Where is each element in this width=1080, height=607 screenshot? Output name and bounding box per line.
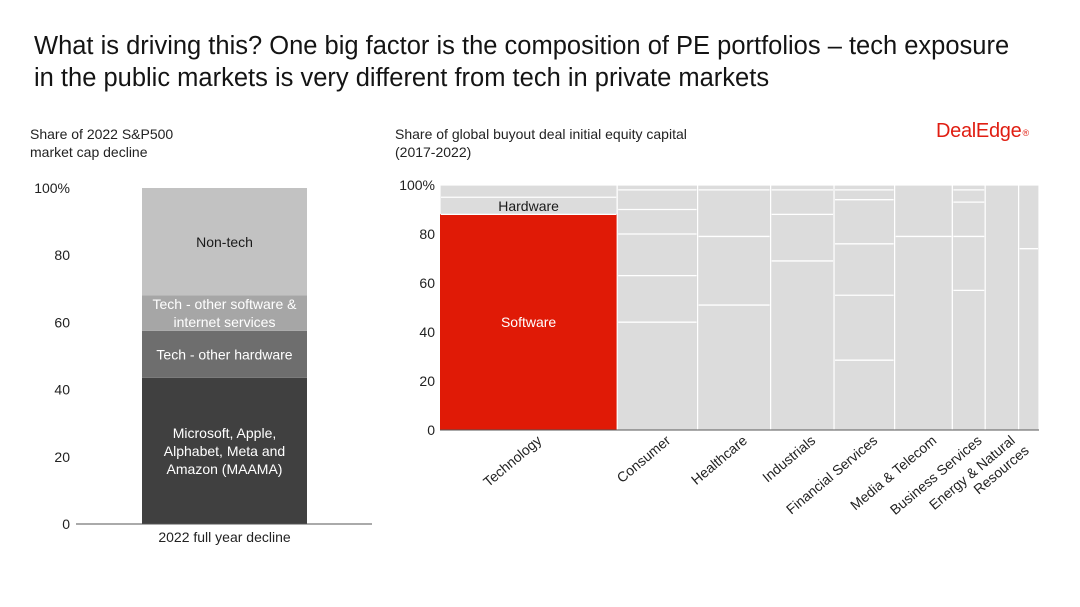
buyout-equity-chart: 0 20 40 60 80 100% Software Hardware Technology C… xyxy=(399,177,1040,518)
y-tick-label: 40 xyxy=(54,382,70,398)
segment-label: internet services xyxy=(174,314,276,330)
stack-segment xyxy=(142,377,307,524)
segment-label: Microsoft, Apple, xyxy=(173,425,277,441)
left-chart-title: Share of 2022 S&P500 market cap decline xyxy=(30,125,173,161)
y-tick-label: 20 xyxy=(419,373,435,389)
y-tick-label: 80 xyxy=(54,247,70,263)
segment-label: Non-tech xyxy=(196,234,253,250)
y-tick-label: 80 xyxy=(419,226,435,242)
y-tick-label: 60 xyxy=(419,275,435,291)
left-chart-title-line: market cap decline xyxy=(30,144,148,160)
column-energy-natural-resources xyxy=(984,184,1020,431)
column-consumer xyxy=(616,184,699,431)
x-tick-label: Consumer xyxy=(614,432,674,486)
right-chart-title-line: (2017-2022) xyxy=(395,144,472,160)
column-other xyxy=(1018,184,1040,431)
column-healthcare xyxy=(697,184,772,431)
slide-headline: What is driving this? One big factor is … xyxy=(34,32,1010,92)
registered-mark: ® xyxy=(1022,128,1029,138)
segment-label: Hardware xyxy=(498,198,559,214)
segment-label: Software xyxy=(501,314,556,330)
right-chart-title-line: Share of global buyout deal initial equi… xyxy=(395,126,687,142)
left-chart-title-line: Share of 2022 S&P500 xyxy=(30,126,174,142)
dealedge-logo: DealEdge® xyxy=(936,120,1029,143)
segment-label: Tech - other hardware xyxy=(156,346,292,362)
y-tick-label: 40 xyxy=(419,324,435,340)
column-business-services xyxy=(951,184,986,431)
y-tick-label: 60 xyxy=(54,314,70,330)
stack-segment xyxy=(142,295,307,331)
stack-segment xyxy=(142,188,307,296)
logo-text: DealEdge xyxy=(936,120,1022,142)
segment-label: Tech - other software & xyxy=(153,296,298,312)
segment-label: Amazon (MAAMA) xyxy=(167,461,283,477)
x-tick-label: 2022 full year decline xyxy=(158,529,291,545)
segment-label: Alphabet, Meta and xyxy=(164,443,285,459)
sp500-decline-chart: 0 20 40 60 80 100% Microsoft, Apple, Alphabet, … xyxy=(34,180,372,545)
y-tick-label: 0 xyxy=(427,422,435,438)
y-tick-label: 100% xyxy=(34,180,70,196)
right-chart-title: Share of global buyout deal initial equi… xyxy=(395,125,687,161)
x-tick-label: Industrials xyxy=(759,432,818,485)
column-industrials xyxy=(770,184,835,431)
x-tick-label: Healthcare xyxy=(688,432,750,488)
column-financial-services xyxy=(833,184,896,431)
y-tick-label: 0 xyxy=(62,516,70,532)
highlight-segment xyxy=(440,214,618,430)
y-tick-label: 100% xyxy=(399,177,435,193)
stack-segment xyxy=(142,330,307,378)
column-media-telecom xyxy=(894,184,953,431)
y-tick-label: 20 xyxy=(54,449,70,465)
x-tick-label: Technology xyxy=(480,432,545,490)
